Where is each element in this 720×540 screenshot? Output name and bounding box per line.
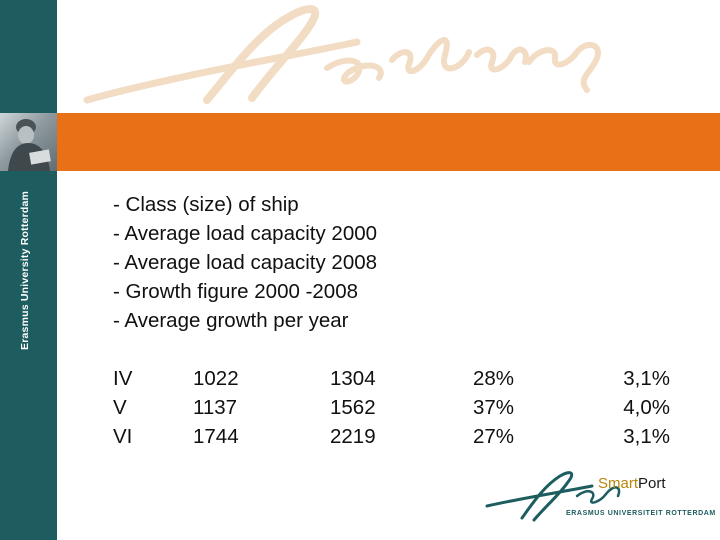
smartport-brand-part1: Smart	[598, 475, 639, 492]
table-row: IV 1022 1304 28% 3,1%	[0, 364, 720, 393]
table-cell-class: VI	[113, 425, 133, 448]
smartport-brand-part2: Port	[638, 475, 666, 492]
bullet-item: - Average growth per year	[113, 309, 349, 332]
erasmus-portrait-image	[0, 113, 57, 171]
bullet-item: - Growth figure 2000 -2008	[113, 280, 358, 303]
smartport-brand: SmartPort	[598, 475, 666, 492]
table-row: VI 1744 2219 27% 3,1%	[0, 422, 720, 451]
table-cell-capacity-2000: 1137	[193, 396, 238, 419]
table-cell-growth: 27%	[473, 425, 515, 448]
ship-capacity-table: IV 1022 1304 28% 3,1% V 1137 1562 37% 4,…	[0, 364, 720, 451]
logo-caption: ERASMUS UNIVERSITEIT ROTTERDAM	[566, 510, 716, 517]
table-cell-growth-per-year: 4,0%	[623, 396, 670, 419]
table-cell-capacity-2000: 1744	[193, 425, 239, 448]
table-cell-growth-per-year: 3,1%	[623, 367, 670, 390]
table-cell-capacity-2000: 1022	[193, 367, 239, 390]
bullet-item: - Average load capacity 2008	[113, 251, 378, 274]
bullet-item: - Average load capacity 2000	[113, 222, 378, 245]
sidebar	[0, 0, 57, 540]
university-vertical-label: Erasmus University Rotterdam	[19, 190, 31, 350]
erasmus-signature-watermark	[83, 5, 601, 104]
orange-header-band	[57, 113, 720, 171]
erasmus-logo-signature	[485, 471, 621, 522]
table-cell-class: IV	[113, 367, 133, 390]
table-cell-class: V	[113, 396, 127, 419]
table-cell-growth-per-year: 3,1%	[623, 425, 670, 448]
table-cell-capacity-2008: 1304	[330, 367, 376, 390]
table-cell-capacity-2008: 2219	[330, 425, 376, 448]
bullet-item: - Class (size) of ship	[113, 193, 299, 216]
table-cell-growth: 28%	[473, 367, 515, 390]
table-row: V 1137 1562 37% 4,0%	[0, 393, 720, 422]
table-cell-capacity-2008: 1562	[330, 396, 376, 419]
bullet-list: - Class (size) of ship - Average load ca…	[113, 190, 377, 335]
table-cell-growth: 37%	[473, 396, 515, 419]
